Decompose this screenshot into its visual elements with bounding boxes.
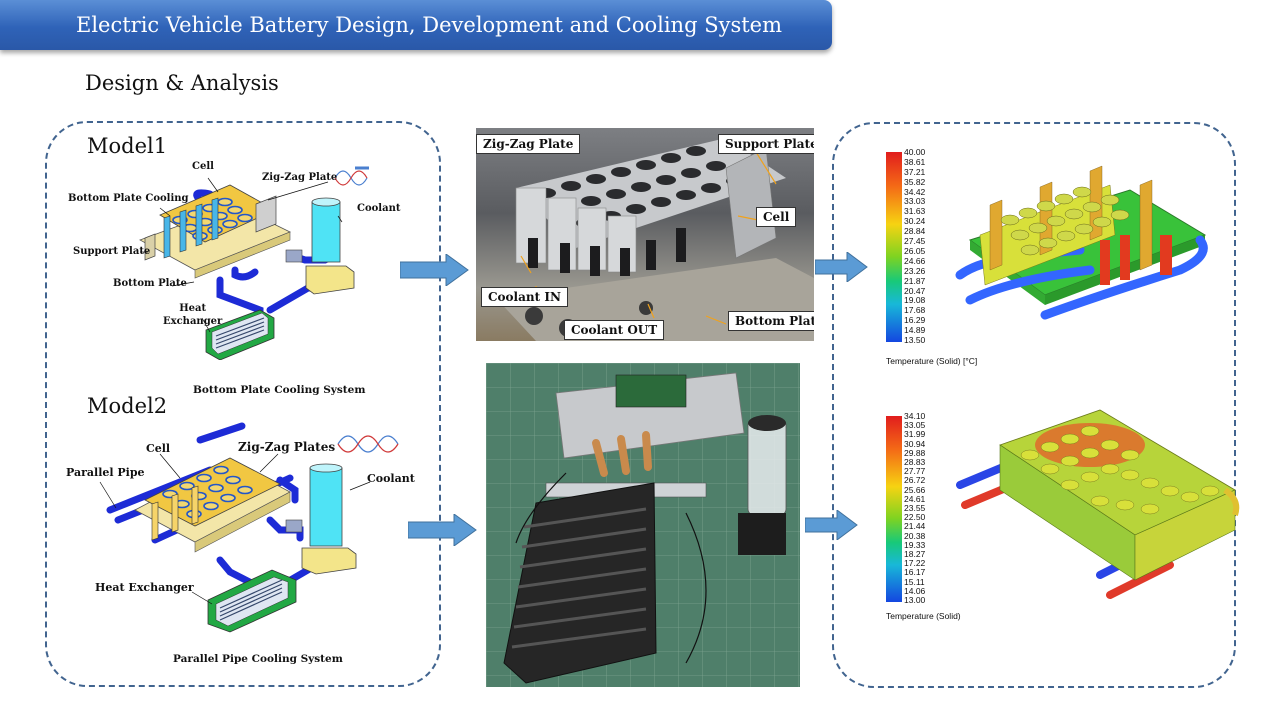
sim2-legend-tick: 22.50 xyxy=(904,512,926,523)
sim1-legend: 40.00 38.61 37.21 35.82 34.42 33.03 31.63 30.24… xyxy=(886,147,1006,370)
sim2-legend-tick: 24.61 xyxy=(904,493,926,504)
coolant-tank xyxy=(301,463,357,575)
photo1-zigzag-plate-label: Zig-Zag Plate xyxy=(476,134,581,154)
sim2-legend: 34.10 33.05 31.99 30.94 29.88 28.83 27.77 26.72… xyxy=(886,411,1006,624)
sim2-colorbar xyxy=(886,416,902,602)
sim1-legend-tick: 40.00 xyxy=(904,147,926,157)
sim1-legend-tick: 23.26 xyxy=(904,265,926,276)
sim2-legend-tick: 34.10 xyxy=(904,411,926,421)
sim2-legend-tick: 31.99 xyxy=(904,429,926,440)
pump xyxy=(285,519,303,533)
title-banner: Electric Vehicle Battery Design, Develop… xyxy=(0,0,832,50)
sim2-thermal-model xyxy=(956,409,1240,599)
m2-coolant-label: Coolant xyxy=(367,472,415,485)
m1-support-plate-label: Support Plate xyxy=(73,246,151,257)
m1-heat-exchanger-label: Heat Exchanger xyxy=(163,303,223,327)
m2-parallel-pipe-label: Parallel Pipe xyxy=(66,466,145,479)
sim2-legend-tick: 13.00 xyxy=(904,595,926,605)
arrow-photo1-to-sim1 xyxy=(815,252,868,282)
sim1-thermal-model xyxy=(955,165,1208,320)
m1-caption: Bottom Plate Cooling System xyxy=(193,384,366,396)
photo1-bottom-plate-label: Bottom Plate xyxy=(728,311,814,331)
m1-cell-label: Cell xyxy=(192,161,214,172)
sim1-legend-tick: 20.47 xyxy=(904,285,926,296)
m1-coolant-label: Coolant xyxy=(357,203,401,214)
sim2-legend-tick: 33.05 xyxy=(904,420,926,431)
sim2-legend-tick: 16.17 xyxy=(904,567,926,578)
battery-pack-photo: Zig-Zag Plate Support Plates Cell Coolan… xyxy=(476,128,814,341)
cell-block xyxy=(144,457,281,541)
arrow-model1-to-photo1 xyxy=(400,254,469,286)
sim2-legend-tick: 26.72 xyxy=(904,475,926,486)
m2-caption: Parallel Pipe Cooling System xyxy=(173,653,343,665)
analysis-panel xyxy=(832,122,1236,688)
arrow-photo2-to-sim2 xyxy=(805,510,858,540)
m1-bottom-plate-cooling-label: Bottom Plate Cooling xyxy=(68,193,189,204)
sim2-legend-tick: 21.44 xyxy=(904,521,926,532)
model1-schematic xyxy=(139,166,369,360)
m2-cell-label: Cell xyxy=(146,442,171,455)
photo1-coolant-in-label: Coolant IN xyxy=(481,287,568,307)
sim1-legend-tick: 24.66 xyxy=(904,255,926,266)
sim1-legend-tick: 28.84 xyxy=(904,226,926,237)
sim1-legend-tick: 26.05 xyxy=(904,245,926,256)
m1-bottom-plate-label: Bottom Plate xyxy=(113,278,187,289)
sim2-legend-tick: 15.11 xyxy=(904,576,925,587)
heat-exchanger-shape xyxy=(205,309,275,360)
photo1-coolant-out-label: Coolant OUT xyxy=(564,320,665,340)
sim1-legend-tick: 17.68 xyxy=(904,305,926,316)
sim1-legend-tick: 37.21 xyxy=(904,166,926,177)
radiator-shape xyxy=(503,482,657,684)
sim2-legend-tick: 30.94 xyxy=(904,438,926,449)
sim2-legend-unit: Temperature (Solid) xyxy=(886,611,961,621)
cell-block xyxy=(159,184,277,259)
sim1-legend-tick: 35.82 xyxy=(904,176,926,187)
sim1-colorbar xyxy=(886,152,902,342)
test-rig-photo xyxy=(486,363,800,687)
sim1-legend-tick: 14.89 xyxy=(904,325,926,336)
model2-label: Model2 xyxy=(87,394,168,418)
sim2-legend-tick: 19.33 xyxy=(904,539,926,550)
m1-zigzag-label: Zig-Zag Plate xyxy=(262,172,338,183)
sim2-legend-tick: 27.77 xyxy=(904,466,926,477)
sim1-legend-tick: 19.08 xyxy=(904,295,926,306)
sim2-legend-tick: 14.06 xyxy=(904,585,926,596)
photo1-cell-label: Cell xyxy=(756,207,797,227)
zigzag-flow-icon xyxy=(334,166,369,186)
sim1-legend-tick: 33.03 xyxy=(904,196,926,207)
sim1-legend-tick: 38.61 xyxy=(904,156,926,167)
model2-schematic xyxy=(99,422,399,633)
sim2-legend-tick: 28.83 xyxy=(904,457,926,467)
sim2-legend-tick: 18.27 xyxy=(904,549,926,559)
section-heading: Design & Analysis xyxy=(85,71,279,95)
model1-label: Model1 xyxy=(87,134,168,158)
pump xyxy=(285,249,303,263)
sim1-legend-tick: 16.29 xyxy=(904,315,926,326)
sim2-legend-tick: 20.38 xyxy=(904,530,926,541)
page-title: Electric Vehicle Battery Design, Develop… xyxy=(76,13,783,37)
sim2-legend-tick: 29.88 xyxy=(904,447,926,458)
sim1-legend-tick: 30.24 xyxy=(904,216,926,227)
sim1-legend-unit: Temperature (Solid) [°C] xyxy=(886,356,978,366)
sim1-legend-tick: 13.50 xyxy=(904,335,926,345)
sim2-legend-tick: 25.66 xyxy=(904,484,926,495)
sim2-legend-tick: 23.55 xyxy=(904,503,926,513)
design-panel xyxy=(45,121,441,687)
sim2-legend-tick: 17.22 xyxy=(904,558,926,569)
arrow-model2-to-photo2 xyxy=(408,514,477,546)
sim1-legend-tick: 27.45 xyxy=(904,236,926,247)
sim1-legend-tick: 34.42 xyxy=(904,186,926,197)
m2-zigzag-label: Zig-Zag Plates xyxy=(238,440,336,454)
sim1-legend-tick: 31.63 xyxy=(904,206,926,217)
m2-heat-exchanger-label: Heat Exchanger xyxy=(95,581,194,594)
photo1-support-plates-label: Support Plates xyxy=(718,134,814,154)
sim1-legend-tick: 21.87 xyxy=(904,275,926,286)
heat-exchanger-shape xyxy=(207,569,297,633)
zigzag-flow-icon xyxy=(337,435,399,453)
coolant-tank xyxy=(305,197,355,295)
